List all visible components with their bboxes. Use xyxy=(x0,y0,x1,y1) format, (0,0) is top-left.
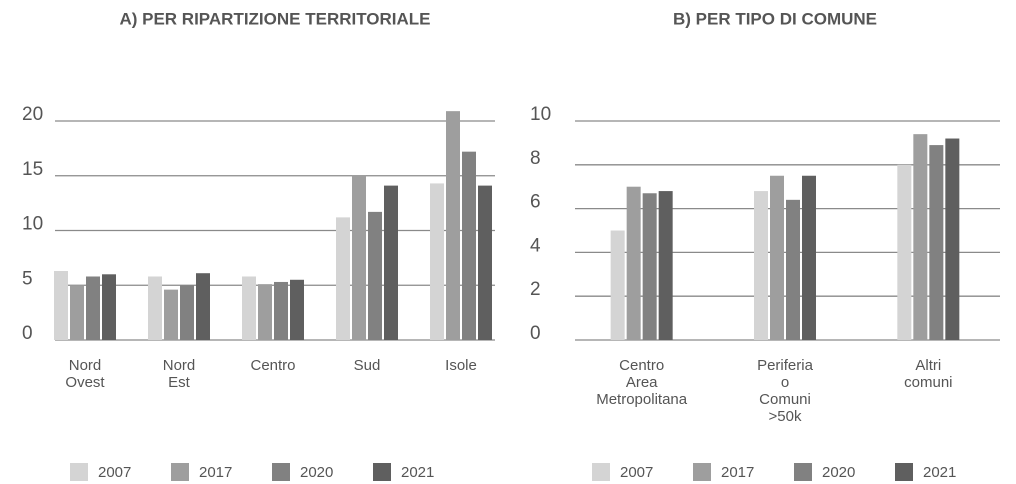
bar xyxy=(610,230,625,340)
bar xyxy=(430,183,444,340)
y-tick-label: 6 xyxy=(530,192,541,213)
bar xyxy=(446,111,460,341)
x-tick-label: Comuni xyxy=(759,391,811,408)
bar xyxy=(897,164,912,340)
legend-label: 2021 xyxy=(923,464,956,481)
x-tick-label: Est xyxy=(168,374,191,391)
x-tick-label: Nord xyxy=(69,357,102,374)
x-tick-label: Ovest xyxy=(65,374,105,391)
legend-swatch xyxy=(171,463,189,481)
x-tick-label: Sud xyxy=(354,357,381,374)
legend-label: 2007 xyxy=(98,464,131,481)
x-tick-label: comuni xyxy=(904,374,952,391)
bar xyxy=(626,186,641,340)
chart-title: B) PER TIPO DI COMUNE xyxy=(673,9,877,28)
bar xyxy=(478,185,492,340)
legend-swatch xyxy=(373,463,391,481)
bar xyxy=(86,276,100,340)
legend-label: 2007 xyxy=(620,464,653,481)
bar xyxy=(196,273,210,340)
bar xyxy=(786,199,800,340)
bar xyxy=(336,217,350,340)
legend-label: 2020 xyxy=(822,464,855,481)
bar xyxy=(148,276,162,340)
x-tick-label: Centro xyxy=(619,357,664,374)
x-tick-label: Altri xyxy=(915,357,941,374)
y-tick-label: 20 xyxy=(22,104,43,125)
legend-label: 2017 xyxy=(199,464,232,481)
bar xyxy=(754,191,768,340)
bar xyxy=(258,284,272,340)
y-tick-label: 4 xyxy=(530,235,541,256)
bar xyxy=(54,271,68,340)
y-tick-label: 0 xyxy=(22,323,33,344)
x-tick-label: >50k xyxy=(769,408,802,425)
bar xyxy=(352,175,366,340)
bar xyxy=(929,145,944,340)
bar xyxy=(102,274,116,340)
bar xyxy=(658,191,673,340)
chart-title: A) PER RIPARTIZIONE TERRITORIALE xyxy=(119,9,430,28)
bar xyxy=(368,211,382,340)
bar xyxy=(242,276,256,340)
bar xyxy=(945,138,960,340)
bar xyxy=(164,289,178,340)
legend-swatch xyxy=(70,463,88,481)
bar xyxy=(70,285,84,340)
x-tick-label: Metropolitana xyxy=(596,391,688,408)
legend-swatch xyxy=(693,463,711,481)
legend-label: 2017 xyxy=(721,464,754,481)
y-tick-label: 10 xyxy=(530,104,551,125)
x-tick-label: Centro xyxy=(250,357,295,374)
x-tick-label: Area xyxy=(626,374,658,391)
legend-label: 2020 xyxy=(300,464,333,481)
y-tick-label: 8 xyxy=(530,148,541,169)
bar xyxy=(290,279,304,340)
bar xyxy=(180,285,194,340)
bar xyxy=(642,193,657,340)
legend-label: 2021 xyxy=(401,464,434,481)
y-tick-label: 15 xyxy=(22,159,43,180)
y-tick-label: 0 xyxy=(530,323,541,344)
y-tick-label: 2 xyxy=(530,279,541,300)
bar xyxy=(462,151,476,340)
x-tick-label: Periferia xyxy=(757,357,814,374)
bar xyxy=(913,134,928,340)
legend-swatch xyxy=(272,463,290,481)
legend-swatch xyxy=(794,463,812,481)
y-tick-label: 10 xyxy=(22,214,43,235)
bar xyxy=(802,175,816,340)
legend-swatch xyxy=(895,463,913,481)
y-tick-label: 5 xyxy=(22,268,33,289)
x-tick-label: o xyxy=(781,374,789,391)
bar xyxy=(770,175,784,340)
x-tick-label: Nord xyxy=(163,357,196,374)
legend-swatch xyxy=(592,463,610,481)
bar xyxy=(384,185,398,340)
bar xyxy=(274,281,288,340)
x-tick-label: Isole xyxy=(445,357,477,374)
